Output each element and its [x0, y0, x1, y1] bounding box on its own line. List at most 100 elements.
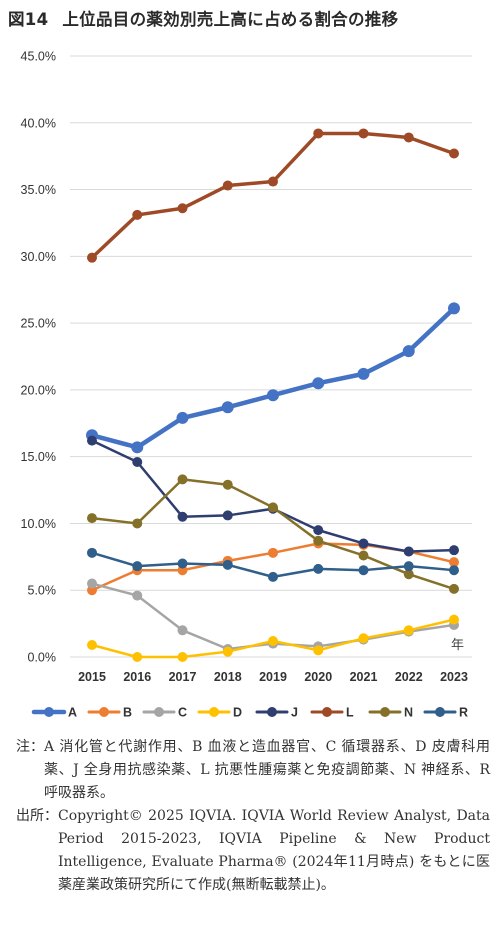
y-tick-label: 35.0% — [21, 183, 56, 197]
data-point-R — [268, 571, 278, 582]
data-point-L — [132, 209, 143, 220]
x-tick-label: 2022 — [395, 670, 423, 684]
data-point-R — [449, 565, 459, 576]
data-point-A — [176, 411, 189, 424]
data-point-R — [132, 561, 143, 572]
data-point-L — [177, 203, 188, 214]
data-point-L — [449, 148, 459, 159]
data-point-N — [449, 583, 459, 594]
series-line-L — [90, 131, 456, 260]
data-point-A — [357, 367, 370, 380]
legend-label: L — [346, 706, 354, 720]
legend-marker — [99, 707, 109, 717]
series-D — [87, 614, 459, 662]
legend-item-D: D — [197, 706, 242, 720]
data-point-B — [449, 557, 459, 568]
legend-label: D — [233, 706, 242, 720]
y-tick-label: 0.0% — [28, 651, 57, 665]
legend-label: B — [123, 706, 132, 720]
series-A — [86, 302, 460, 454]
figure-number: 図14 — [8, 10, 49, 29]
legend-marker — [322, 707, 332, 717]
legend-label: J — [291, 706, 298, 720]
data-point-C — [132, 590, 143, 601]
data-point-L — [268, 176, 278, 187]
data-point-N — [403, 569, 414, 580]
x-tick-label: 2020 — [304, 670, 332, 684]
line-chart: 0.0% 5.0% 10.0% 15.0% 20.0% 25.0% 30.0% 35.0% 40… — [21, 50, 472, 720]
note-text: A 消化管と代謝作用、B 血液と造血器官、C 循環器系、D 皮膚科用薬、J 全身… — [44, 739, 490, 801]
y-tick-label: 20.0% — [21, 383, 56, 397]
data-point-D — [222, 646, 233, 657]
y-tick-label: 45.0% — [21, 50, 56, 64]
legend-item-B: B — [87, 706, 132, 720]
data-point-N — [268, 502, 278, 513]
legend-marker — [44, 707, 54, 717]
data-point-N — [132, 518, 143, 529]
data-point-L — [222, 180, 233, 191]
x-tick-label: 2016 — [123, 670, 151, 684]
data-point-C — [87, 578, 97, 589]
data-point-L — [87, 252, 97, 263]
data-point-A — [312, 377, 325, 390]
data-point-N — [177, 474, 188, 485]
legend-label: A — [68, 706, 77, 720]
data-point-D — [87, 639, 97, 650]
data-point-J — [132, 457, 143, 468]
legend-item-R: R — [423, 706, 468, 720]
data-point-R — [358, 565, 369, 576]
series-line-A — [89, 306, 457, 450]
data-point-R — [177, 558, 188, 569]
data-point-J — [449, 545, 459, 556]
data-point-J — [358, 538, 369, 549]
series-lines — [86, 128, 460, 662]
legend-label: N — [404, 706, 413, 720]
data-point-L — [403, 132, 414, 143]
series-L — [87, 128, 459, 263]
data-point-J — [87, 435, 97, 446]
y-tick-label: 30.0% — [21, 250, 56, 264]
x-tick-labels: 2015 2016 2017 2018 2019 2020 2021 2022 2023 — [78, 670, 468, 684]
legend-marker — [435, 707, 445, 717]
legend-item-J: J — [255, 706, 298, 720]
x-tick-label: 2017 — [169, 670, 197, 684]
data-point-J — [313, 525, 324, 536]
data-point-D — [132, 652, 143, 662]
legend-item-L: L — [310, 706, 354, 720]
legend-label: C — [178, 706, 187, 720]
data-point-D — [268, 635, 278, 646]
data-point-A — [267, 389, 279, 402]
legend-item-C: C — [142, 706, 187, 720]
data-point-A — [131, 441, 144, 454]
y-tick-label: 5.0% — [28, 584, 57, 598]
data-point-L — [358, 128, 369, 139]
data-point-R — [87, 547, 97, 558]
data-point-C — [177, 625, 188, 636]
series-J — [87, 435, 459, 557]
data-point-D — [358, 633, 369, 644]
data-point-R — [313, 563, 324, 574]
note-label: 注： — [16, 739, 44, 755]
data-point-B — [268, 547, 278, 558]
data-point-D — [449, 614, 459, 625]
y-tick-label: 25.0% — [21, 317, 56, 331]
figure-title-text: 上位品目の薬効別売上高に占める割合の推移 — [62, 10, 399, 29]
y-tick-labels: 0.0% 5.0% 10.0% 15.0% 20.0% 25.0% 30.0% 35.0% 40… — [21, 50, 56, 665]
data-point-D — [177, 652, 188, 662]
source-text: Copyright© 2025 IQVIA. IQVIA World Revie… — [58, 808, 490, 893]
y-tick-label: 15.0% — [21, 450, 56, 464]
data-point-R — [222, 559, 233, 570]
data-point-N — [358, 550, 369, 561]
legend-item-A: A — [31, 706, 77, 720]
legend-marker — [154, 707, 164, 717]
x-tick-label: 2018 — [214, 670, 242, 684]
y-tick-label: 40.0% — [21, 116, 56, 130]
legend-marker — [380, 707, 390, 717]
data-point-N — [87, 513, 97, 524]
series-R — [87, 547, 459, 582]
data-point-D — [313, 645, 324, 656]
series-line-J — [90, 439, 456, 553]
data-point-J — [222, 510, 233, 521]
